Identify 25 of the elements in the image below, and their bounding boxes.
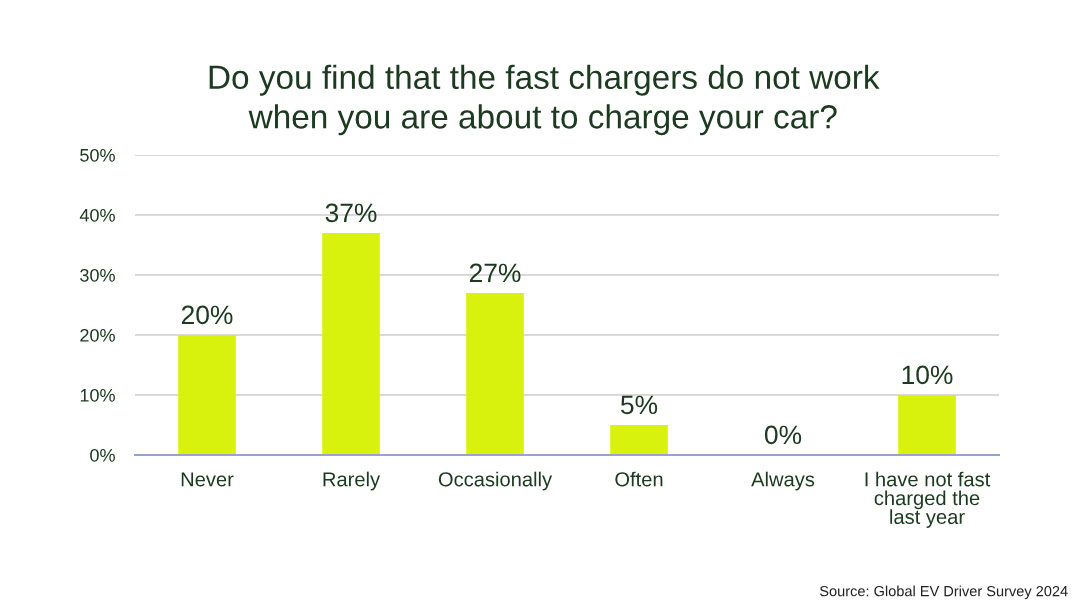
data-label: 5% <box>620 395 658 415</box>
data-label: 37% <box>325 203 377 223</box>
data-label: 10% <box>902 365 953 385</box>
x-tick-label: Occasionally <box>438 471 553 491</box>
bar <box>322 232 380 455</box>
bar <box>466 292 524 455</box>
x-tick-label: I have not fast charged the last year <box>865 471 991 528</box>
x-tick-label: Rarely <box>323 471 381 491</box>
bar <box>898 394 956 455</box>
x-tick-label: Never <box>181 472 234 487</box>
data-label: 0% <box>764 425 802 445</box>
y-tick-label: 0% <box>90 448 115 462</box>
bar <box>610 424 668 455</box>
x-tick-label: Always <box>751 471 815 491</box>
y-tick-label: 40% <box>79 208 115 222</box>
chart-title: Do you find that the fast chargers do not work when you are about to charge your car? <box>209 64 880 136</box>
y-tick-label: 20% <box>80 328 115 342</box>
bar <box>178 334 236 455</box>
y-tick-label: 50% <box>80 148 115 162</box>
data-label: 20% <box>181 305 233 325</box>
source-note: Source: Global EV Driver Survey 2024 <box>819 585 1068 600</box>
x-tick-label: Often <box>615 471 663 487</box>
data-label: 27% <box>469 263 521 283</box>
y-tick-label: 10% <box>80 388 115 402</box>
y-tick-label: 30% <box>80 268 115 282</box>
